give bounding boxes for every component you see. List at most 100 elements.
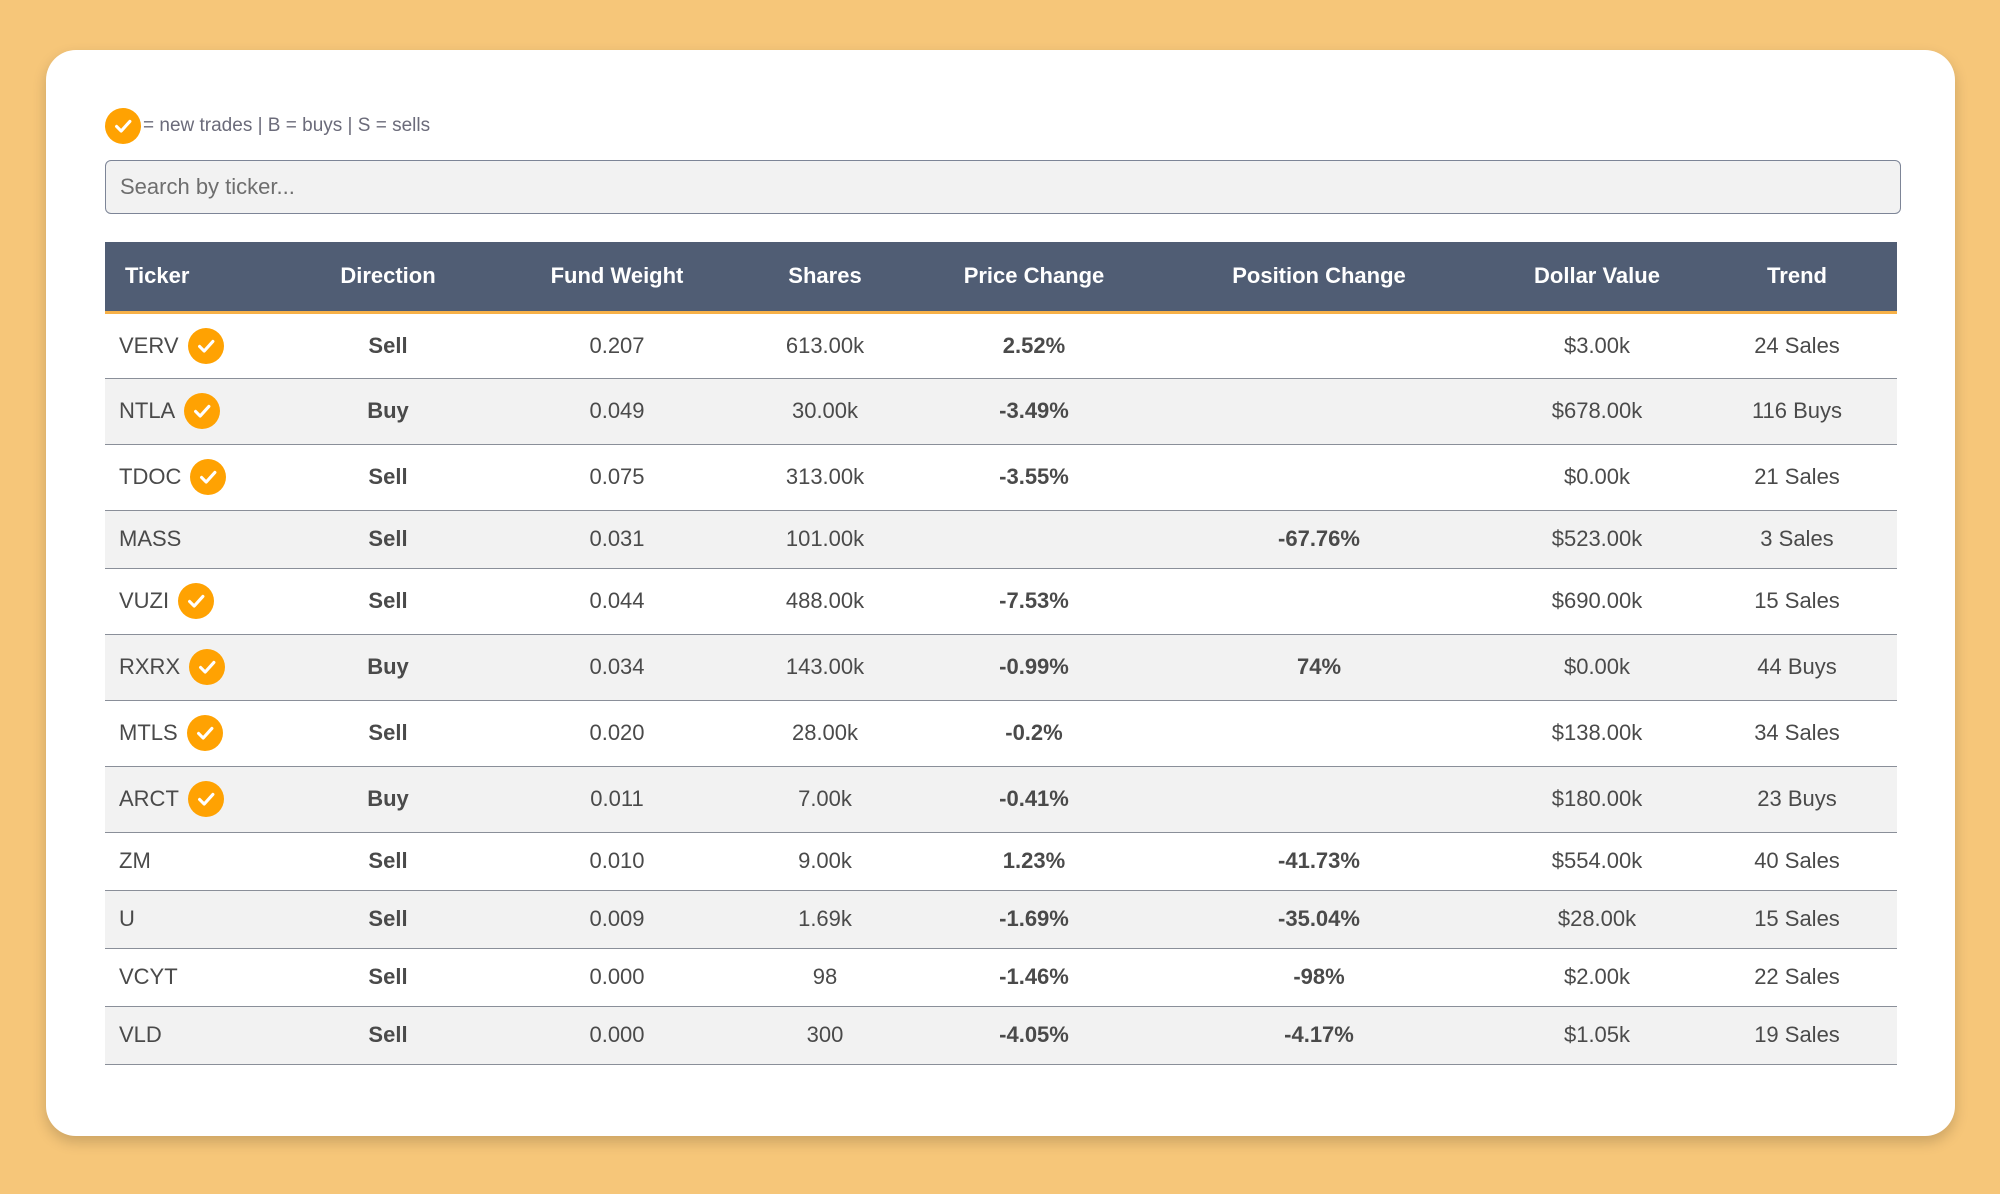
fund-weight-cell: 0.075 (511, 444, 723, 511)
price-change-cell: -0.41% (927, 766, 1141, 833)
ticker-label: ARCT (119, 786, 179, 811)
shares-cell: 488.00k (723, 568, 927, 635)
trend-cell: 23 Buys (1697, 766, 1897, 833)
direction-cell: Sell (265, 444, 511, 511)
new-trade-check-icon (190, 459, 227, 495)
price-change-cell: -3.49% (927, 378, 1141, 445)
fund-weight-cell: 0.207 (511, 312, 723, 379)
table-row[interactable]: NTLA Buy 0.049 30.00k -3.49% $678.00k 116 Buys (105, 378, 1897, 445)
shares-cell: 300 (723, 1006, 927, 1065)
ticker-cell: MASS (105, 510, 265, 569)
new-trade-check-icon (184, 393, 221, 429)
price-change-cell: -0.99% (927, 634, 1141, 701)
price-change-cell: -1.46% (927, 948, 1141, 1007)
ticker-label: MASS (119, 526, 182, 551)
column-header-fund-weight[interactable]: Fund Weight (511, 242, 723, 314)
table-row[interactable]: RXRX Buy 0.034 143.00k -0.99% 74% $0.00k 44 Buy… (105, 634, 1897, 701)
fund-weight-cell: 0.000 (511, 1006, 723, 1065)
ticker-wrap: TDOC (119, 459, 227, 495)
shares-cell: 101.00k (723, 510, 927, 569)
shares-cell: 613.00k (723, 312, 927, 379)
direction-cell: Sell (265, 1006, 511, 1065)
trend-cell: 40 Sales (1697, 832, 1897, 891)
ticker-cell: VERV (105, 312, 265, 379)
fund-weight-cell: 0.000 (511, 948, 723, 1007)
position-change-cell: 74% (1141, 634, 1497, 701)
ticker-cell: VUZI (105, 568, 265, 635)
direction-cell: Sell (265, 948, 511, 1007)
dollar-value-cell: $523.00k (1497, 510, 1697, 569)
dollar-value-cell: $690.00k (1497, 568, 1697, 635)
new-trade-check-icon (186, 715, 223, 751)
table-row[interactable]: U Sell 0.009 1.69k -1.69% -35.04% $28.00k 15 Sa… (105, 890, 1897, 949)
column-header-shares[interactable]: Shares (723, 242, 927, 314)
table-row[interactable]: ARCT Buy 0.011 7.00k -0.41% $180.00k 23 Buys (105, 766, 1897, 833)
table-row[interactable]: TDOC Sell 0.075 313.00k -3.55% $0.00k 21 Sales (105, 444, 1897, 511)
shares-cell: 1.69k (723, 890, 927, 949)
shares-cell: 28.00k (723, 700, 927, 767)
ticker-wrap: VCYT (119, 964, 178, 990)
new-trade-check-icon (187, 781, 224, 817)
direction-cell: Buy (265, 634, 511, 701)
direction-cell: Buy (265, 378, 511, 445)
ticker-cell: TDOC (105, 444, 265, 511)
ticker-wrap: ZM (119, 848, 151, 874)
ticker-cell: VCYT (105, 948, 265, 1007)
trend-cell: 3 Sales (1697, 510, 1897, 569)
table-header-row: Ticker Direction Fund Weight Shares Pric… (105, 242, 1897, 314)
new-trade-check-icon (189, 649, 226, 685)
ticker-cell: ARCT (105, 766, 265, 833)
ticker-label: RXRX (119, 654, 181, 679)
ticker-wrap: MASS (119, 526, 181, 552)
column-header-position-change[interactable]: Position Change (1141, 242, 1497, 314)
ticker-wrap: VERV (119, 327, 224, 364)
ticker-wrap: NTLA (119, 393, 221, 429)
table-row[interactable]: ZM Sell 0.010 9.00k 1.23% -41.73% $554.00k 40 S… (105, 832, 1897, 891)
shares-cell: 7.00k (723, 766, 927, 833)
position-change-cell (1141, 444, 1497, 511)
dollar-value-cell: $180.00k (1497, 766, 1697, 833)
column-header-price-change[interactable]: Price Change (927, 242, 1141, 314)
table-row[interactable]: VERV Sell 0.207 613.00k 2.52% $3.00k 24 Sales (105, 312, 1897, 379)
trend-cell: 19 Sales (1697, 1006, 1897, 1065)
table-row[interactable]: MASS Sell 0.031 101.00k -67.76% $523.00k 3 Sal… (105, 510, 1897, 569)
table-row[interactable]: VLD Sell 0.000 300 -4.05% -4.17% $1.05k 19 Sale… (105, 1006, 1897, 1065)
column-header-ticker[interactable]: Ticker (105, 242, 265, 314)
column-header-trend[interactable]: Trend (1697, 242, 1897, 314)
trend-cell: 21 Sales (1697, 444, 1897, 511)
direction-cell: Sell (265, 312, 511, 379)
trend-cell: 15 Sales (1697, 568, 1897, 635)
ticker-search-input[interactable] (105, 160, 1901, 214)
fund-weight-cell: 0.049 (511, 378, 723, 445)
position-change-cell: -41.73% (1141, 832, 1497, 891)
table-row[interactable]: MTLS Sell 0.020 28.00k -0.2% $138.00k 34 Sales (105, 700, 1897, 767)
ticker-label: U (119, 906, 135, 931)
position-change-cell (1141, 568, 1497, 635)
direction-cell: Sell (265, 510, 511, 569)
trend-cell: 34 Sales (1697, 700, 1897, 767)
new-trade-check-icon (187, 327, 224, 364)
ticker-cell: U (105, 890, 265, 949)
shares-cell: 143.00k (723, 634, 927, 701)
ticker-wrap: MTLS (119, 715, 223, 751)
ticker-label: NTLA (119, 398, 176, 423)
price-change-cell: 2.52% (927, 312, 1141, 379)
fund-weight-cell: 0.034 (511, 634, 723, 701)
ticker-label: TDOC (119, 464, 182, 489)
shares-cell: 9.00k (723, 832, 927, 891)
ticker-wrap: RXRX (119, 649, 226, 685)
ticker-label: VLD (119, 1022, 162, 1047)
ticker-cell: VLD (105, 1006, 265, 1065)
price-change-cell: -3.55% (927, 444, 1141, 511)
table-row[interactable]: VCYT Sell 0.000 98 -1.46% -98% $2.00k 22 Sales (105, 948, 1897, 1007)
column-header-dollar-value[interactable]: Dollar Value (1497, 242, 1697, 314)
fund-weight-cell: 0.031 (511, 510, 723, 569)
dollar-value-cell: $0.00k (1497, 634, 1697, 701)
price-change-cell: -4.05% (927, 1006, 1141, 1065)
ticker-cell: NTLA (105, 378, 265, 445)
shares-cell: 313.00k (723, 444, 927, 511)
direction-cell: Sell (265, 890, 511, 949)
table-row[interactable]: VUZI Sell 0.044 488.00k -7.53% $690.00k 15 Sal… (105, 568, 1897, 635)
column-header-direction[interactable]: Direction (265, 242, 511, 314)
fund-weight-cell: 0.009 (511, 890, 723, 949)
